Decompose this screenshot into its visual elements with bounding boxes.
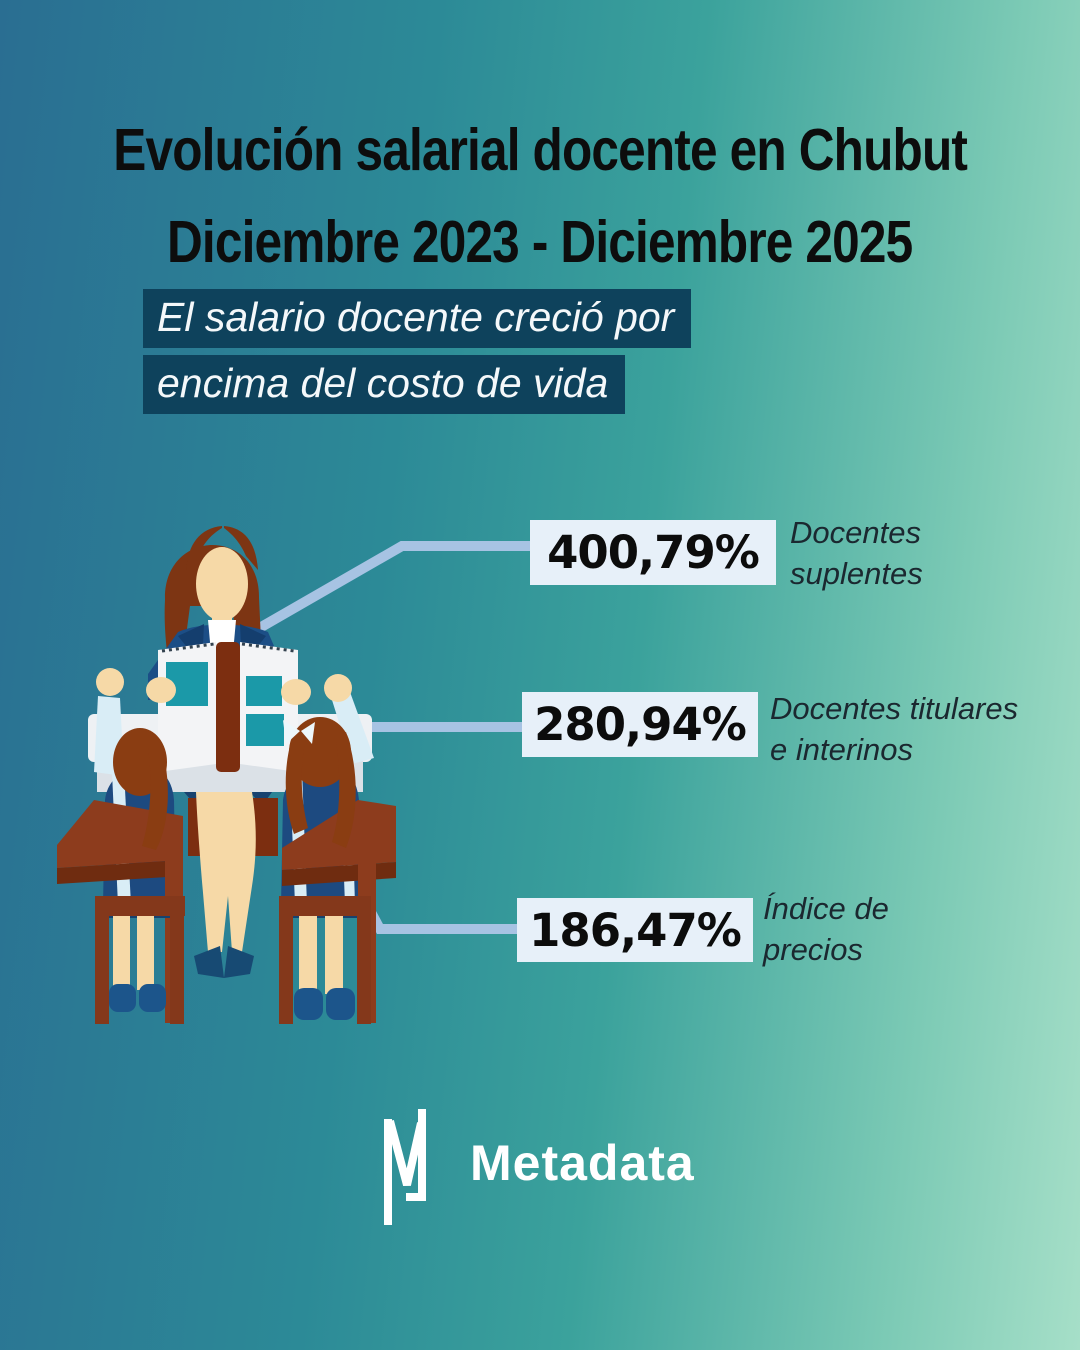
- page-title-line-2: Diciembre 2023 - Diciembre 2025: [167, 209, 913, 275]
- connector-line-1: [253, 541, 532, 635]
- stat-value: 280,94%: [534, 698, 747, 751]
- stat-label-docentes-titulares: Docentes titulares e interinos: [770, 688, 1018, 770]
- stat-label-docentes-suplentes: Docentes suplentes: [790, 512, 923, 594]
- chairs-and-feet: [95, 896, 371, 1024]
- metadata-m-logo-icon: [384, 1109, 426, 1225]
- stat-label-line: Índice de: [763, 891, 889, 926]
- subtitle-line-2: encima del costo de vida: [143, 355, 626, 414]
- stat-label-line: Docentes titulares: [770, 691, 1019, 726]
- teacher-face: [196, 547, 248, 621]
- teacher-right-hand: [281, 679, 311, 705]
- teacher-legs: [184, 792, 278, 978]
- teacher-left-hand: [146, 677, 176, 703]
- stat-value: 186,47%: [529, 903, 742, 957]
- metadata-logo: Metadata: [360, 1094, 695, 1232]
- hair-bow: [283, 720, 300, 744]
- logo-wordmark: Metadata: [470, 1135, 695, 1191]
- stat-label-line: suplentes: [790, 556, 923, 591]
- subtitle-line-1: El salario docente creció por: [143, 289, 692, 348]
- raised-hand-right: [324, 674, 352, 702]
- stat-box-docentes-titulares: 280,94%: [522, 692, 758, 757]
- open-book: [146, 642, 311, 772]
- stat-label-line: Docentes: [790, 515, 921, 550]
- page-title-line-1: Evolución salarial docente en Chubut: [113, 117, 968, 183]
- raised-hand-left: [96, 668, 124, 696]
- stat-value: 400,79%: [547, 526, 760, 579]
- page-title: Evolución salarial docente en Chubut Dic…: [0, 104, 1080, 288]
- stat-label-indice-precios: Índice de precios: [763, 888, 889, 970]
- stat-label-line: e interinos: [770, 732, 914, 767]
- stat-box-indice-precios: 186,47%: [517, 898, 753, 962]
- stat-label-line: precios: [763, 932, 863, 967]
- student-heads: [113, 717, 356, 850]
- stat-box-docentes-suplentes: 400,79%: [530, 520, 776, 585]
- subtitle: El salario docente creció por encima del…: [143, 289, 692, 421]
- teacher-shoes: [194, 946, 224, 978]
